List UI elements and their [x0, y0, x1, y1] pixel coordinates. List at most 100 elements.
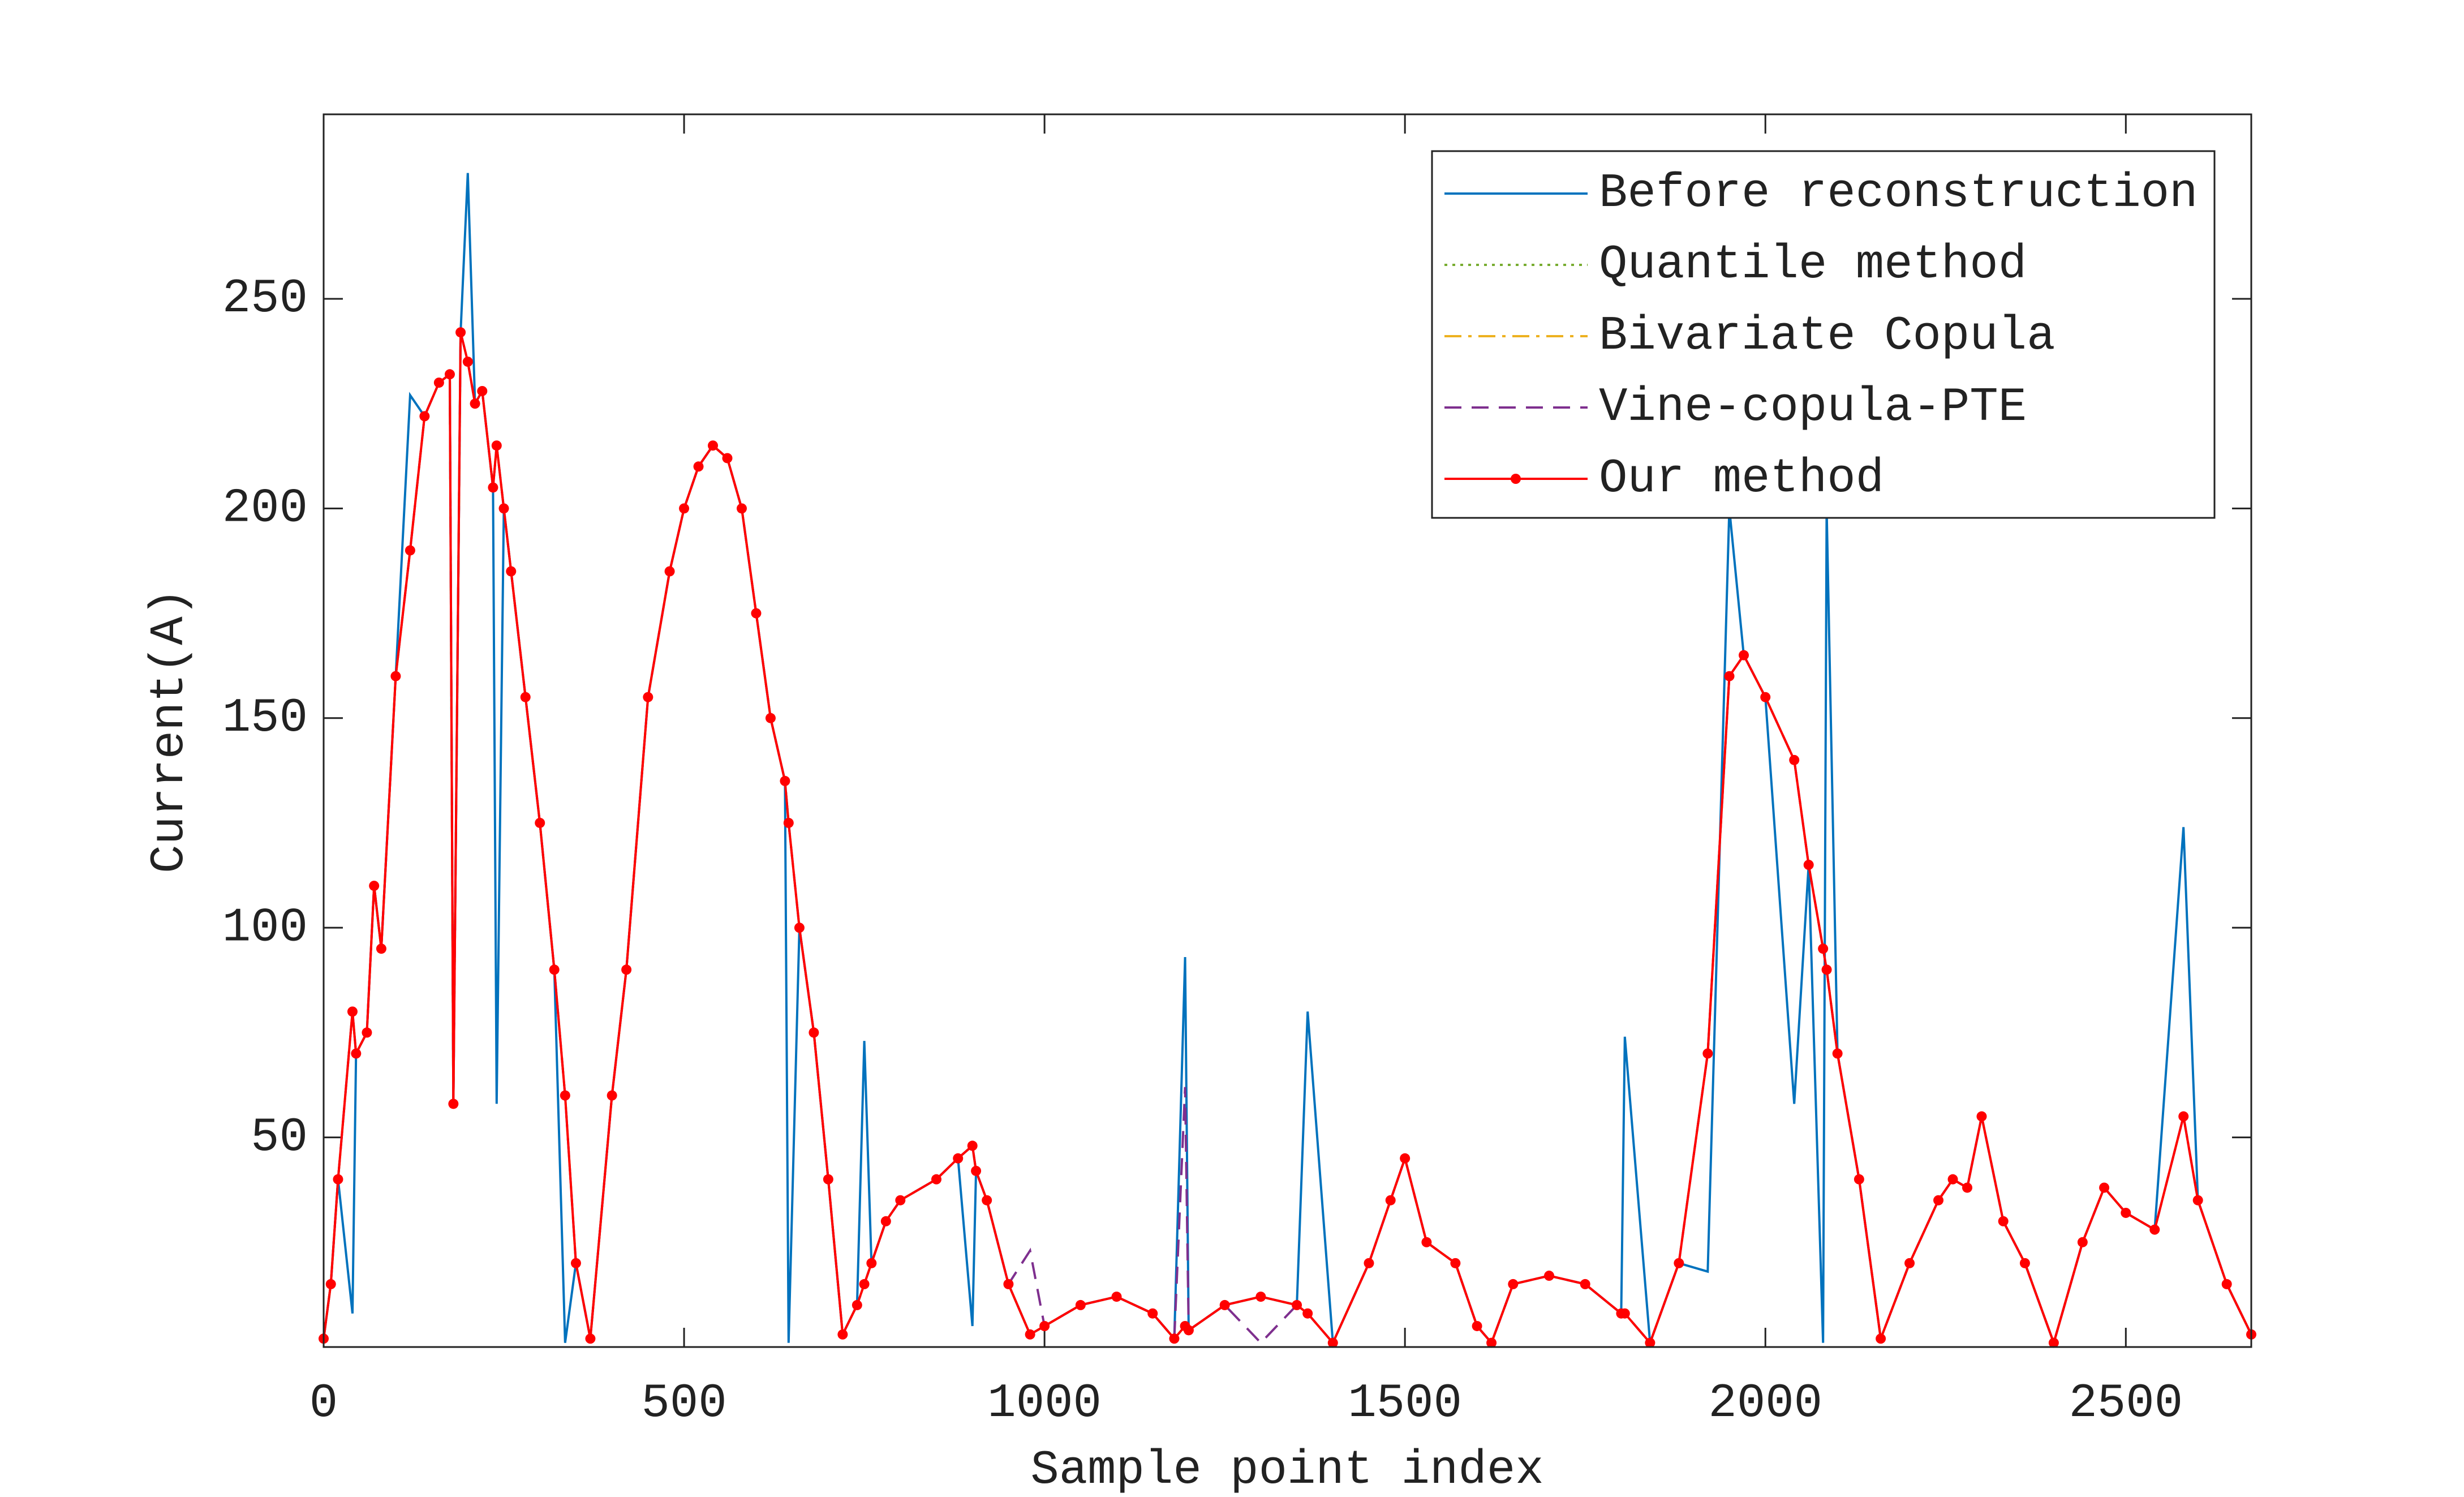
series-marker: [794, 923, 805, 933]
series-marker: [971, 1165, 982, 1176]
x-tick-label: 2000: [1708, 1377, 1822, 1431]
series-marker: [722, 453, 733, 464]
series-marker: [462, 357, 473, 367]
series-marker: [1450, 1258, 1461, 1268]
series-marker: [931, 1174, 942, 1185]
series-marker: [2019, 1258, 2030, 1268]
series-marker: [2048, 1337, 2059, 1348]
series-marker: [1003, 1279, 1014, 1289]
legend-marker: [1511, 474, 1521, 484]
series-marker: [664, 566, 675, 577]
series-marker: [780, 775, 790, 786]
legend-label: Vine-copula-PTE: [1599, 381, 2027, 435]
series-marker: [823, 1174, 833, 1185]
series-marker: [1760, 692, 1771, 702]
y-tick-label: 150: [222, 692, 308, 745]
series-marker: [1219, 1299, 1230, 1310]
series-marker: [376, 943, 386, 954]
series-marker: [419, 411, 430, 422]
series-marker: [643, 692, 653, 702]
series-marker: [2192, 1195, 2203, 1206]
series-marker: [535, 817, 545, 828]
series-marker: [1832, 1048, 1843, 1059]
series-marker: [1904, 1258, 1915, 1268]
series-marker: [895, 1195, 906, 1206]
series-marker: [859, 1279, 870, 1289]
series-line: [322, 332, 2252, 1347]
series-marker: [1147, 1308, 1158, 1319]
series-marker: [1739, 650, 1749, 660]
series-marker: [347, 1006, 358, 1017]
series-marker: [1821, 964, 1832, 975]
series-marker: [570, 1258, 581, 1268]
legend-label: Quantile method: [1599, 238, 2027, 292]
series-marker: [1724, 671, 1735, 681]
series-marker: [1400, 1153, 1411, 1164]
series-marker: [433, 378, 444, 388]
series-marker: [1421, 1237, 1432, 1247]
series-marker: [491, 440, 502, 451]
series-marker: [953, 1153, 964, 1164]
series-marker: [1472, 1320, 1482, 1331]
series-marker: [679, 503, 690, 514]
series-marker: [607, 1090, 617, 1101]
series-marker: [2121, 1207, 2131, 1218]
series-marker: [488, 482, 498, 493]
y-tick-label: 200: [222, 482, 308, 536]
series-marker: [1486, 1337, 1497, 1348]
series-marker: [1933, 1195, 1944, 1206]
series-marker: [1962, 1182, 1972, 1193]
series-marker: [477, 385, 488, 396]
x-tick-label: 500: [641, 1377, 726, 1431]
series-marker: [852, 1299, 862, 1310]
series-marker: [1169, 1333, 1180, 1344]
series-marker: [1947, 1174, 1958, 1185]
series-marker: [1025, 1329, 1035, 1340]
series-marker: [448, 1099, 459, 1109]
series-marker: [1803, 860, 1814, 870]
series-marker: [2221, 1279, 2232, 1289]
series-marker: [1580, 1279, 1590, 1289]
series-marker: [1385, 1195, 1396, 1206]
series-marker: [1327, 1337, 1338, 1348]
series-marker: [549, 964, 560, 975]
series-marker: [1508, 1279, 1519, 1289]
legend: Before reconstruction Quantile method Biva…: [1431, 150, 2216, 519]
series-marker: [967, 1140, 978, 1151]
series-marker: [455, 327, 466, 338]
series-marker: [880, 1216, 891, 1226]
series-marker: [736, 503, 747, 514]
series-marker: [470, 398, 480, 409]
series-marker: [1645, 1337, 1655, 1348]
series-marker: [693, 461, 704, 472]
series-marker: [444, 369, 455, 380]
series-marker: [1818, 943, 1829, 954]
series-marker: [405, 545, 415, 556]
series-marker: [351, 1048, 362, 1059]
series-marker: [1702, 1048, 1713, 1059]
series-marker: [866, 1258, 877, 1268]
series-marker: [585, 1333, 596, 1344]
series-marker: [1976, 1111, 1987, 1122]
series-marker: [982, 1195, 992, 1206]
series-marker: [2149, 1224, 2160, 1235]
legend-label: Our method: [1599, 452, 1884, 506]
series-marker: [837, 1329, 848, 1340]
y-axis-label: Current(A): [143, 588, 197, 873]
series-marker: [325, 1279, 336, 1289]
series-marker: [1302, 1308, 1313, 1319]
series-marker: [765, 713, 776, 723]
x-tick-label: 0: [309, 1377, 338, 1431]
series-marker: [2077, 1237, 2088, 1247]
series-marker: [390, 671, 401, 681]
series-marker: [1789, 754, 1800, 765]
x-tick-label: 1500: [1348, 1377, 1462, 1431]
series-marker: [621, 964, 632, 975]
series-marker: [751, 608, 762, 619]
series-marker: [1998, 1216, 2009, 1226]
series-marker: [1876, 1333, 1886, 1344]
series-marker: [708, 440, 719, 451]
series-marker: [783, 817, 794, 828]
